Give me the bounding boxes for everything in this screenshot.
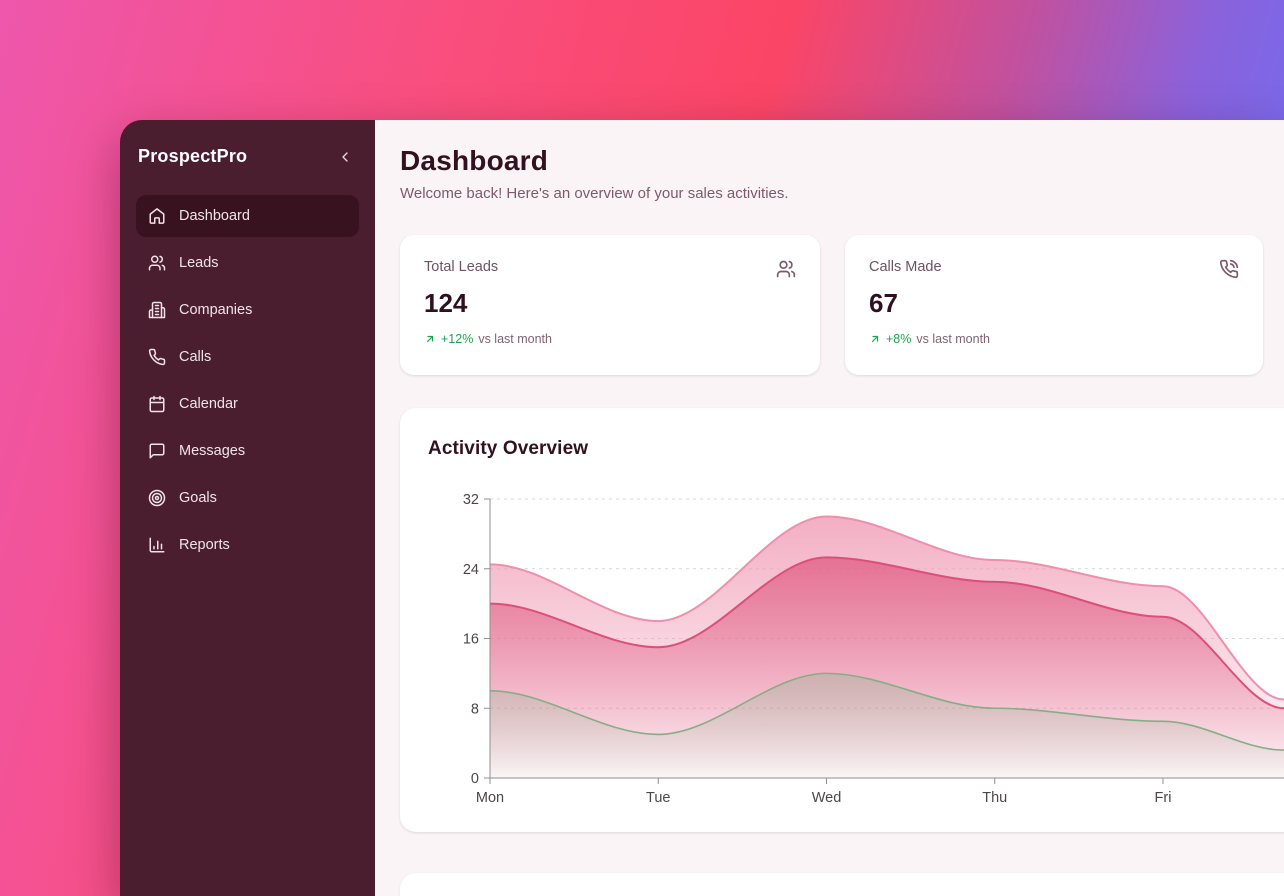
stat-trend: +8% vs last month	[869, 332, 1239, 346]
stat-cards-row: Total Leads 124 +12% vs last month	[400, 235, 1284, 375]
stat-card-calls-made: Calls Made 67 +8% vs last month	[845, 235, 1263, 375]
bar-chart-icon	[148, 536, 166, 554]
trend-delta: +8%	[886, 332, 912, 346]
trend-delta: +12%	[441, 332, 474, 346]
sidebar-item-messages[interactable]: Messages	[136, 430, 359, 472]
sidebar-item-label: Calendar	[179, 396, 238, 412]
activity-area-chart: 0 8 16 24 32 Mon Tue Wed Thu Fri	[463, 492, 1284, 806]
sidebar-item-label: Goals	[179, 490, 217, 506]
sidebar-item-calendar[interactable]: Calendar	[136, 383, 359, 425]
y-tick-label: 16	[463, 632, 479, 648]
sidebar: ProspectPro Dashboard	[120, 120, 375, 896]
sidebar-item-companies[interactable]: Companies	[136, 289, 359, 331]
sidebar-item-label: Leads	[179, 255, 219, 271]
users-icon	[148, 254, 166, 272]
sidebar-item-label: Dashboard	[179, 208, 250, 224]
chevron-left-icon	[337, 149, 353, 165]
chart-title: Activity Overview	[428, 438, 589, 459]
chart-line-outer-light-pink	[489, 515, 1284, 701]
message-icon	[148, 442, 166, 460]
sidebar-item-label: Companies	[179, 302, 253, 318]
sidebar-item-label: Calls	[179, 349, 212, 365]
sidebar-collapse-button[interactable]	[335, 147, 355, 167]
y-tick-label: 8	[471, 701, 479, 717]
x-tick-label: Wed	[812, 790, 842, 806]
x-tick-label: Fri	[1155, 790, 1172, 806]
stat-card-total-leads: Total Leads 124 +12% vs last month	[400, 235, 820, 375]
x-tick-label: Mon	[476, 790, 504, 806]
building-icon	[148, 301, 166, 319]
trend-text: vs last month	[478, 332, 552, 346]
sidebar-item-label: Messages	[179, 443, 246, 459]
chart-line-inner-green	[489, 672, 1284, 751]
home-icon	[148, 207, 166, 225]
chart-line-middle-dark-pink	[489, 556, 1284, 710]
stat-label: Total Leads	[424, 259, 499, 275]
sidebar-item-leads[interactable]: Leads	[136, 242, 359, 284]
sidebar-nav: Dashboard Leads Companies	[136, 195, 359, 566]
y-tick-label: 0	[471, 771, 479, 787]
phone-call-icon	[1219, 259, 1239, 279]
stat-label: Calls Made	[869, 259, 942, 275]
y-tick-label: 32	[463, 492, 479, 508]
users-icon	[776, 259, 796, 279]
app-window: ProspectPro Dashboard	[120, 120, 1284, 896]
activity-overview-card: Activity Overview 0 8 16 24 32 Mon Tue Wed Thu Fr…	[400, 408, 1284, 832]
sidebar-item-calls[interactable]: Calls	[136, 336, 359, 378]
y-tick-label: 24	[463, 562, 479, 578]
calendar-icon	[148, 395, 166, 413]
phone-icon	[148, 348, 166, 366]
chart-area-inner-green	[490, 673, 1284, 778]
app-brand: ProspectPro	[138, 146, 248, 166]
arrow-up-right-icon	[869, 333, 881, 345]
target-icon	[148, 489, 166, 507]
trend-text: vs last month	[916, 332, 991, 346]
sidebar-item-goals[interactable]: Goals	[136, 477, 359, 519]
sidebar-item-reports[interactable]: Reports	[136, 524, 359, 566]
x-tick-label: Thu	[982, 790, 1007, 806]
stat-value: 67	[869, 288, 898, 318]
stat-trend: +12% vs last month	[424, 332, 796, 346]
next-section-card-cropped	[400, 873, 1284, 896]
main-content: Dashboard Welcome back! Here's an overvi…	[375, 120, 1284, 896]
sidebar-header: ProspectPro	[136, 146, 359, 167]
stat-value: 124	[424, 288, 468, 318]
x-tick-label: Tue	[646, 790, 670, 806]
sidebar-item-dashboard[interactable]: Dashboard	[136, 195, 359, 237]
sidebar-item-label: Reports	[179, 537, 230, 553]
page-title: Dashboard	[400, 145, 549, 176]
arrow-up-right-icon	[424, 333, 436, 345]
page-subtitle: Welcome back! Here's an overview of your…	[400, 185, 789, 202]
